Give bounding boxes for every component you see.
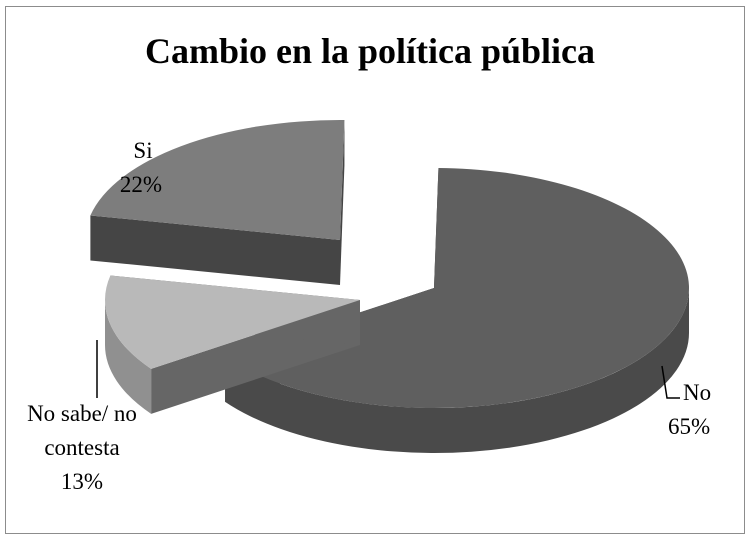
chart-title: Cambio en la política pública [144,31,596,71]
label-no-sabe-line1: No sabe/ no [27,401,137,426]
slice-wall-end-si [340,120,345,285]
label-no-sabe-line2: contesta [44,435,119,460]
slice-no-sabe-no-contesta [105,275,360,414]
label-no-name: No [683,380,711,405]
label-no-percent: 65% [668,414,710,439]
slice-wall-start-si [90,215,340,285]
slice-si [90,120,345,285]
slice-side-no [225,288,690,454]
slice-top-si [90,120,345,240]
label-no-sabe-percent: 13% [61,469,103,494]
label-si-name: Si [133,138,152,163]
leader-line-no [661,365,680,399]
slice-top-no-sabe-no-contesta [105,275,360,369]
slice-side-no-sabe-no-contesta [105,300,152,414]
label-si-percent: 22% [120,172,162,197]
pie-slices [90,120,690,454]
